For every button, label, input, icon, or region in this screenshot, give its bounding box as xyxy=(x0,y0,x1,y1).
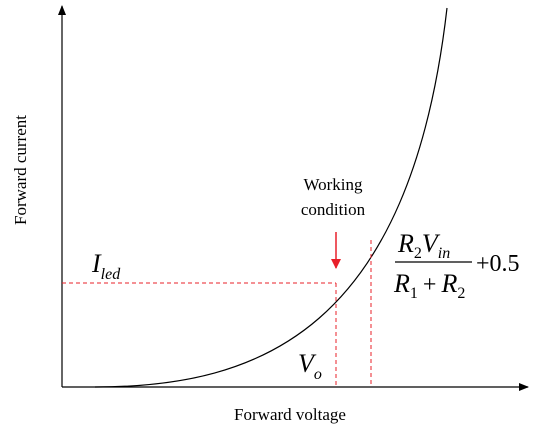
formula-numerator: R2Vin xyxy=(397,229,450,262)
annotation: Working xyxy=(303,175,363,194)
annotation: condition xyxy=(301,200,366,219)
subscript: in xyxy=(438,245,450,262)
symbol: R xyxy=(440,269,457,298)
subscript: 1 xyxy=(410,285,418,302)
voltage-label: Vo xyxy=(298,349,322,383)
subscript: o xyxy=(314,366,322,383)
iv-curve xyxy=(94,7,448,388)
symbol: I xyxy=(91,249,102,278)
symbol: R xyxy=(393,269,410,298)
subscript: 2 xyxy=(414,245,422,262)
formula-denominator: R1 + R2 xyxy=(393,269,465,302)
symbol: V xyxy=(298,349,317,378)
formula-tail: +0.5 xyxy=(476,251,520,277)
symbol: R xyxy=(397,229,414,258)
symbol: V xyxy=(422,229,441,258)
x-axis-label: Forward voltage xyxy=(234,405,346,424)
subscript: led xyxy=(101,266,122,283)
current-label: Iled xyxy=(91,249,121,283)
operator: + xyxy=(423,272,437,298)
y-axis-label: Forward current xyxy=(11,115,30,225)
subscript: 2 xyxy=(457,285,465,302)
